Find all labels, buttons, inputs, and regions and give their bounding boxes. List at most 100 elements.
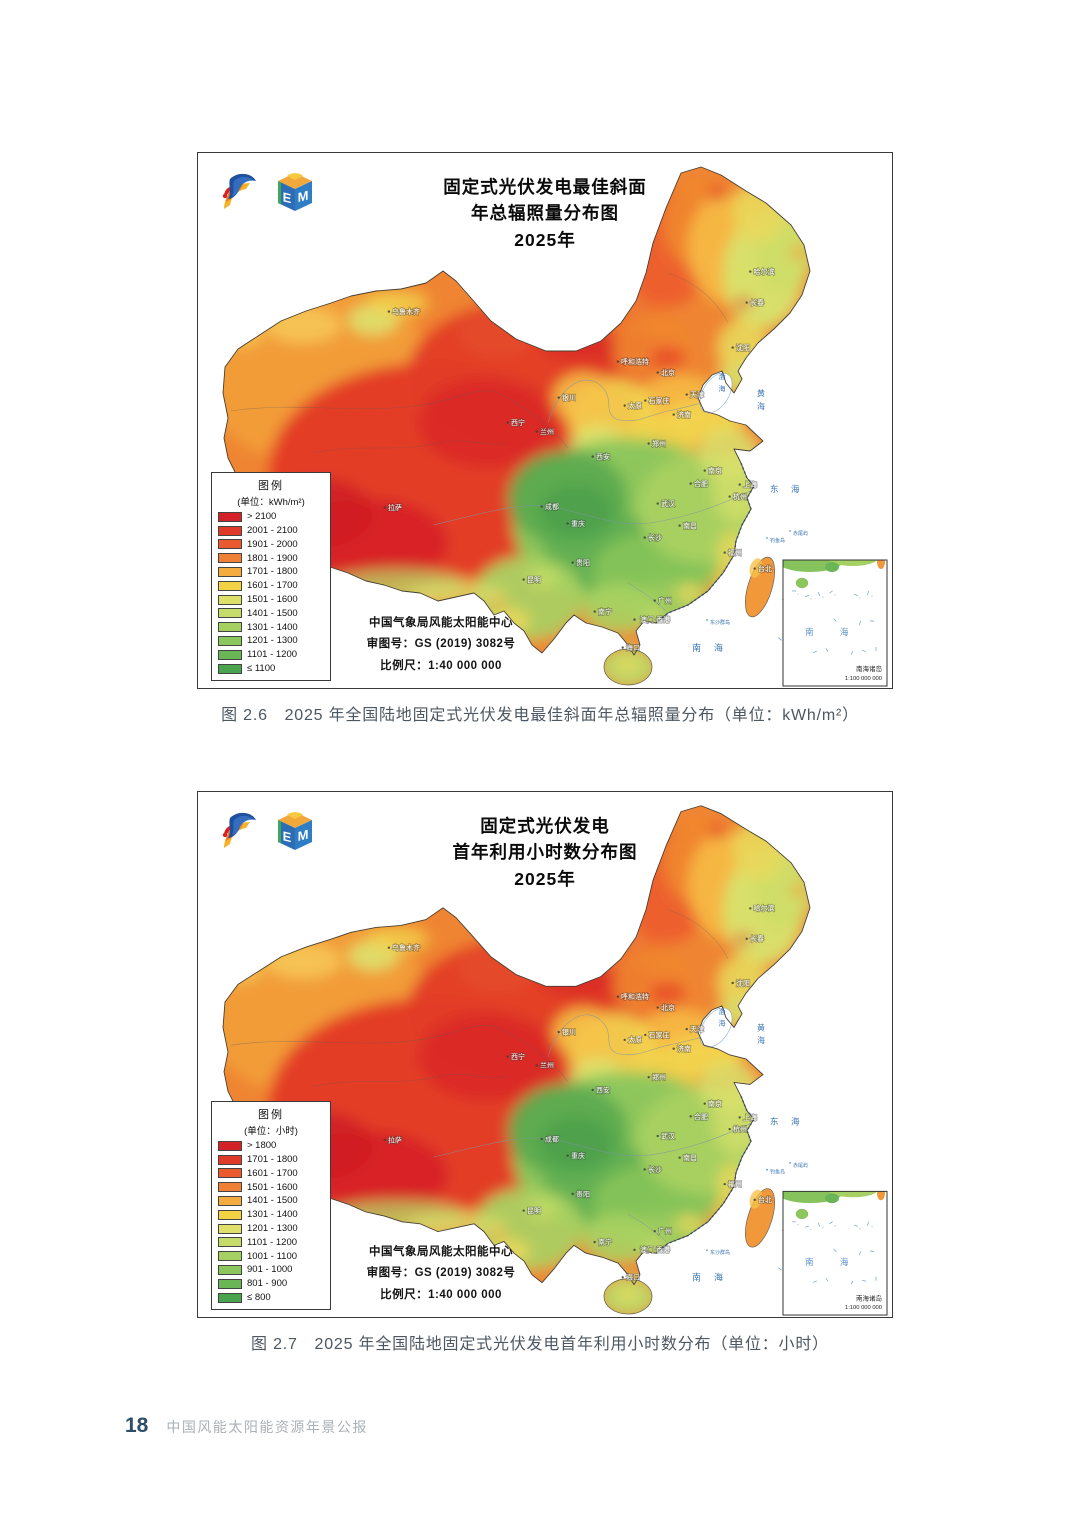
legend-color-swatch (218, 1182, 242, 1193)
legend-row: 1901 - 2000 (218, 539, 324, 550)
svg-text:石家庄: 石家庄 (649, 1030, 670, 1039)
svg-text:贵阳: 贵阳 (576, 1189, 590, 1198)
svg-text:黄海: 黄海 (757, 1023, 765, 1046)
attribution-approval-no: 审图号：GS (2019) 3082号 (366, 638, 516, 651)
svg-text:乌鲁木齐: 乌鲁木齐 (392, 943, 420, 952)
svg-text:渤海: 渤海 (719, 1007, 726, 1028)
svg-text:南宁: 南宁 (598, 1237, 612, 1246)
legend-row: 801 - 900 (218, 1278, 324, 1289)
legend-row: 1001 - 1100 (218, 1251, 324, 1262)
legend-range-label: 1601 - 1700 (247, 1167, 298, 1179)
legend-range-label: 1701 - 1800 (247, 1154, 298, 1166)
svg-text:东沙群岛: 东沙群岛 (710, 1249, 730, 1256)
svg-text:合肥: 合肥 (694, 479, 708, 488)
map-title-line3: 2025年 (514, 868, 576, 889)
svg-text:广州: 广州 (658, 1227, 672, 1236)
svg-text:南 海: 南 海 (805, 627, 860, 637)
map-attribution: 中国气象局风能太阳能中心 审图号：GS (2019) 3082号 比例尺：1:4… (326, 613, 556, 677)
legend-range-label: 1901 - 2000 (247, 538, 298, 550)
svg-text:乌鲁木齐: 乌鲁木齐 (392, 307, 420, 316)
em-cube-logo-icon: E M (278, 812, 312, 850)
map-attribution: 中国气象局风能太阳能中心 审图号：GS (2019) 3082号 比例尺：1:4… (326, 1242, 556, 1306)
svg-text:兰州: 兰州 (540, 427, 554, 436)
svg-text:贵阳: 贵阳 (576, 558, 590, 567)
svg-text:南京: 南京 (708, 1099, 722, 1108)
legend-range-label: 1101 - 1200 (247, 1236, 298, 1248)
svg-text:武汉: 武汉 (661, 499, 675, 508)
svg-text:北京: 北京 (661, 368, 675, 377)
svg-text:呼和浩特: 呼和浩特 (621, 357, 649, 366)
svg-text:拉萨: 拉萨 (388, 1135, 402, 1144)
legend-row: ≤ 1100 (218, 663, 324, 674)
svg-text:太原: 太原 (628, 401, 642, 410)
svg-text:南昌: 南昌 (683, 1153, 697, 1162)
attribution-org: 中国气象局风能太阳能中心 (369, 1246, 513, 1259)
svg-text:长春: 长春 (750, 298, 764, 307)
legend-color-swatch (218, 1292, 242, 1303)
legend-color-swatch (218, 1154, 242, 1165)
svg-text:石家庄: 石家庄 (649, 396, 670, 405)
legend-color-swatch (218, 608, 242, 619)
legend-row: > 2100 (218, 511, 324, 522)
svg-text:E: E (283, 828, 292, 845)
svg-text:E: E (283, 189, 292, 206)
legend-range-label: > 1800 (247, 1140, 277, 1152)
svg-text:成都: 成都 (545, 1134, 559, 1143)
svg-text:澳门 香港: 澳门 香港 (640, 1245, 670, 1254)
legend-range-label: ≤ 1100 (247, 663, 276, 674)
legend-row: 2001 - 2100 (218, 525, 324, 536)
svg-text:长春: 长春 (750, 934, 764, 943)
legend-color-swatch (218, 1278, 242, 1289)
legend-color-swatch (218, 663, 242, 674)
svg-text:北京: 北京 (661, 1003, 675, 1012)
legend-color-swatch (218, 635, 242, 646)
map-title-line1: 固定式光伏发电最佳斜面 (443, 177, 647, 197)
svg-text:杭州: 杭州 (733, 1125, 747, 1134)
legend-row: 1201 - 1300 (218, 635, 324, 646)
figure-2-6-map-frame: 渤海 黄海 东海 南海 钓鱼岛 赤尾屿 东沙群岛 乌鲁木齐 哈尔滨 长春 沈阳 呼和浩特 北京 天津 石家庄… (197, 152, 893, 689)
figure-2-6-caption: 图 2.6 2025 年全国陆地固定式光伏发电最佳斜面年总辐照量分布（单位：kW… (221, 707, 859, 724)
legend-range-label: 1201 - 1300 (247, 635, 298, 647)
svg-text:黄海: 黄海 (757, 388, 765, 411)
svg-text:济南: 济南 (677, 410, 691, 419)
svg-text:杭州: 杭州 (733, 492, 747, 501)
legend-range-label: 2001 - 2100 (247, 525, 298, 537)
svg-text:合肥: 合肥 (694, 1112, 708, 1121)
legend-row: 901 - 1000 (218, 1264, 324, 1275)
legend-color-swatch (218, 580, 242, 591)
svg-text:渤海: 渤海 (719, 372, 726, 393)
legend-color-swatch (218, 622, 242, 633)
legend-range-label: 1001 - 1100 (247, 1250, 298, 1262)
svg-text:赤尾屿: 赤尾屿 (793, 530, 808, 537)
svg-text:M: M (298, 188, 309, 205)
legend-range-label: 1501 - 1600 (247, 1181, 298, 1193)
legend-color-swatch (218, 1223, 242, 1234)
svg-text:1:100 000 000: 1:100 000 000 (845, 1305, 882, 1311)
svg-text:南海诸岛: 南海诸岛 (856, 1293, 882, 1302)
cma-wind-solar-logo-icon (222, 173, 256, 209)
svg-text:钓鱼岛: 钓鱼岛 (770, 537, 785, 544)
map-title: 固定式光伏发电最佳斜面 年总辐照量分布图 2025年 (443, 174, 647, 253)
page-number: 18 (125, 1414, 149, 1437)
legend-range-label: > 2100 (247, 511, 277, 523)
legend-row: 1801 - 1900 (218, 553, 324, 564)
legend-color-swatch (218, 1140, 242, 1151)
svg-text:太原: 太原 (628, 1035, 642, 1044)
cma-wind-solar-logo-icon (222, 812, 256, 848)
svg-text:台北: 台北 (758, 564, 772, 573)
page-footer: 18 中国风能太阳能资源年景公报 (125, 1414, 368, 1438)
svg-text:赤尾屿: 赤尾屿 (793, 1162, 808, 1169)
figure-2-7-caption: 图 2.7 2025 年全国陆地固定式光伏发电首年利用小时数分布（单位：小时） (251, 1336, 829, 1353)
svg-text:澳门 香港: 澳门 香港 (640, 615, 670, 624)
legend-color-swatch (218, 553, 242, 564)
svg-text:银川: 银川 (562, 393, 576, 402)
svg-text:哈尔滨: 哈尔滨 (754, 904, 775, 913)
legend-title: 图例 (258, 1109, 284, 1122)
svg-text:拉萨: 拉萨 (388, 503, 402, 512)
legend-range-label: 1101 - 1200 (247, 649, 298, 661)
svg-text:钓鱼岛: 钓鱼岛 (770, 1169, 785, 1176)
logo-group: E M (216, 808, 316, 854)
svg-text:南京: 南京 (708, 466, 722, 475)
